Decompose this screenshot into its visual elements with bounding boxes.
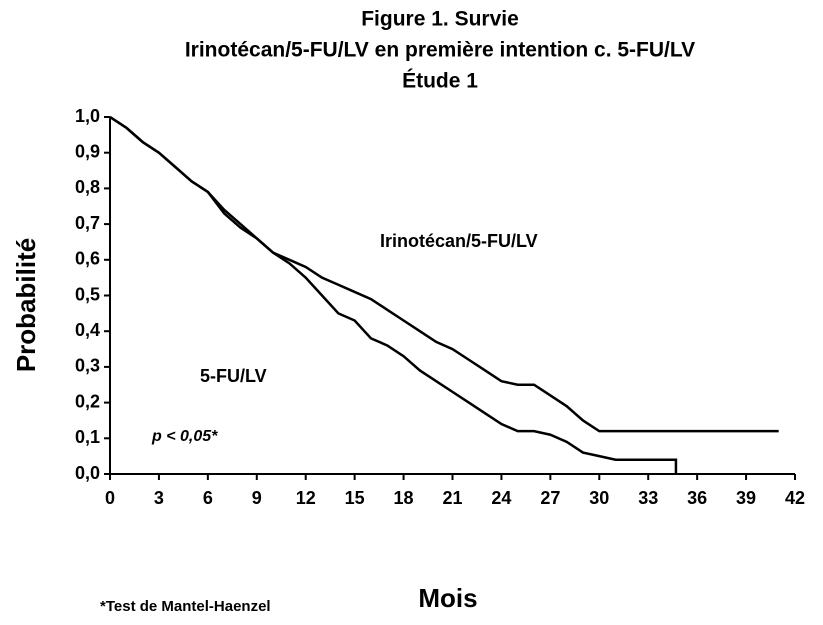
x-tick-label: 0 xyxy=(105,488,115,508)
series-label: 5-FU/LV xyxy=(200,366,267,386)
y-tick-label: 0,4 xyxy=(75,320,100,340)
y-tick-label: 0,7 xyxy=(75,213,100,233)
chart-title: Figure 1. Survie xyxy=(361,8,519,31)
y-axis-label: Probabilité xyxy=(11,238,41,372)
x-tick-label: 3 xyxy=(154,488,164,508)
series-label: Irinotécan/5-FU/LV xyxy=(380,231,538,251)
survival-curve xyxy=(109,115,678,474)
chart-subtitle: Étude 1 xyxy=(402,70,478,93)
x-tick-label: 36 xyxy=(687,488,707,508)
y-tick-label: 0,8 xyxy=(75,177,100,197)
x-tick-label: 9 xyxy=(252,488,262,508)
y-tick-label: 0,9 xyxy=(75,141,100,161)
y-tick-label: 0,6 xyxy=(75,249,100,269)
y-tick-label: 0,2 xyxy=(75,391,100,411)
y-tick-label: 1,0 xyxy=(75,106,100,126)
chart-subtitle: Irinotécan/5-FU/LV en première intention… xyxy=(185,39,695,62)
x-tick-label: 21 xyxy=(442,488,462,508)
y-tick-label: 0,0 xyxy=(75,463,100,483)
x-tick-label: 39 xyxy=(736,488,756,508)
x-axis-label: Mois xyxy=(418,583,477,613)
y-tick-label: 0,5 xyxy=(75,284,100,304)
x-tick-label: 24 xyxy=(491,488,511,508)
x-tick-label: 15 xyxy=(345,488,365,508)
x-tick-label: 12 xyxy=(296,488,316,508)
x-tick-label: 33 xyxy=(638,488,658,508)
footnote: *Test de Mantel-Haenzel xyxy=(100,598,271,615)
y-tick-label: 0,1 xyxy=(75,427,100,447)
x-tick-label: 30 xyxy=(589,488,609,508)
x-tick-label: 42 xyxy=(785,488,805,508)
annotation: p < 0,05* xyxy=(151,428,218,445)
x-tick-label: 18 xyxy=(394,488,414,508)
x-tick-label: 27 xyxy=(540,488,560,508)
y-tick-label: 0,3 xyxy=(75,356,100,376)
x-tick-label: 6 xyxy=(203,488,213,508)
